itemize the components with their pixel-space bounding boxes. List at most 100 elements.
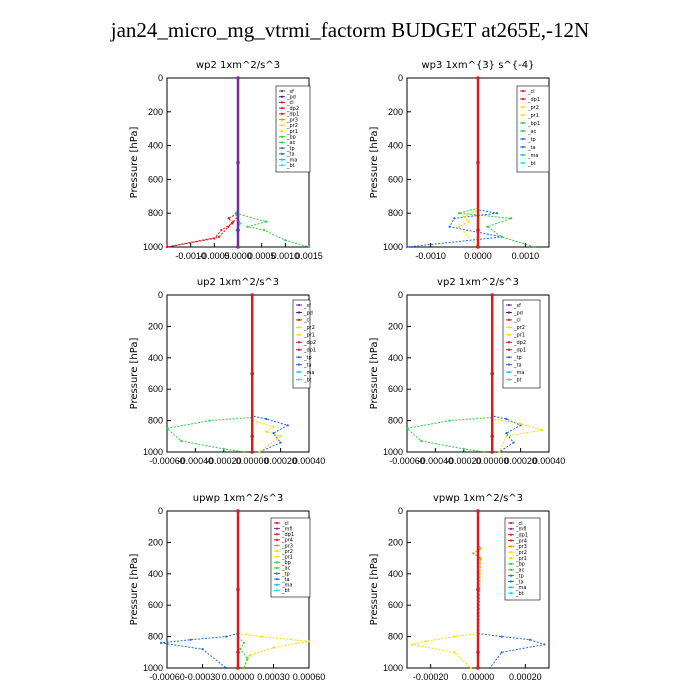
legend-entry: _bt: [286, 163, 295, 169]
series-line-pr2: [251, 295, 282, 453]
legend-marker: [275, 538, 279, 541]
legend-entry: _pr2: [303, 325, 315, 331]
legend-entry: _bt: [527, 161, 536, 167]
legend-marker: [507, 356, 511, 359]
y-tick-label: 600: [388, 174, 403, 184]
legend-marker: [275, 544, 279, 547]
data-point: [519, 424, 522, 427]
data-point: [476, 228, 480, 232]
x-tick-label: 0.00030: [257, 672, 290, 682]
data-point: [490, 450, 495, 454]
data-point: [453, 635, 456, 638]
series-line-ac: [165, 295, 253, 453]
legend: _sf_pd _cl_pr2 _pr1_dp2 _dp1_tp_ta _ma_bt: [292, 299, 316, 389]
legend-marker: [280, 124, 284, 127]
series-line-tp: [161, 511, 239, 669]
legend-entry: _pr4: [515, 538, 527, 544]
legend-entry: _mfl: [515, 527, 527, 533]
legend-marker: [275, 583, 279, 586]
figure-title: jan24_micro_mg_vtrmi_factorm BUDGET at26…: [110, 18, 590, 42]
x-tick-label: -0.00060: [149, 456, 185, 466]
legend: _cl _dp1 _pr2 _pr1 _bp1 _ac _tp _ta _ma _bt: [516, 85, 550, 173]
legend-marker: [275, 533, 279, 536]
data-point: [505, 432, 508, 435]
data-point: [236, 76, 240, 80]
legend-marker: [280, 89, 284, 93]
legend-box: [516, 85, 550, 173]
panel-4: vp2 1xm^2/s^3 Pressure [hPa] 0 200 400 600 800…: [369, 277, 565, 466]
legend-entry: _bp: [281, 560, 291, 566]
legend-entry: _ma: [286, 157, 297, 163]
legend-marker: [297, 348, 301, 351]
y-tick-label: 200: [148, 321, 163, 331]
legend-entry: _pr1: [513, 333, 525, 339]
data-point: [528, 638, 532, 641]
data-point: [410, 643, 413, 646]
data-point: [476, 650, 480, 655]
data-point: [448, 225, 451, 228]
legend-marker: [297, 370, 301, 374]
legend-entry: _sf: [513, 303, 521, 309]
data-point: [265, 430, 268, 433]
legend-entry: _tp: [513, 355, 522, 361]
y-tick-label: 1000: [383, 242, 403, 252]
legend-entry: _pr2: [513, 325, 525, 331]
legend-marker: [280, 135, 284, 138]
y-tick-label: 600: [148, 384, 163, 394]
legend-marker: [509, 568, 513, 571]
legend-entry: _ac: [286, 140, 296, 146]
panel-title: wp2 1xm^2/s^3: [196, 60, 280, 71]
legend-entry: _pr2: [286, 123, 298, 129]
x-tick-label: 0.00000: [462, 672, 495, 682]
data-point: [540, 428, 544, 432]
data-point: [242, 666, 246, 670]
y-tick-label: 0: [398, 73, 403, 83]
panel-title: wp3 1xm^{3} s^{-4}: [421, 60, 534, 71]
data-point: [519, 422, 522, 425]
legend-marker: [509, 545, 513, 548]
data-point: [279, 435, 282, 438]
x-tick-label: -0.00030: [185, 672, 221, 682]
legend-entry: _ma: [515, 585, 526, 591]
data-point: [495, 212, 499, 215]
legend-marker: [297, 333, 301, 336]
data-point: [272, 432, 275, 435]
legend-entry: _pr3: [281, 543, 293, 549]
legend-entry: _tp: [527, 137, 536, 143]
y-tick-label: 800: [388, 632, 403, 642]
legend-entry: _cl: [513, 318, 521, 324]
data-point: [462, 215, 465, 218]
y-tick-label: 1000: [143, 242, 163, 252]
series-line-ac: [405, 295, 493, 453]
panel-5: upwp 1xm^2/s^3 Pressure [hPa] 0 200 400 600 80…: [129, 493, 325, 682]
legend-entry: _dp1: [513, 348, 526, 354]
data-point: [242, 641, 246, 644]
x-tick-label: 0.00000: [222, 672, 255, 682]
data-point: [258, 450, 261, 454]
y-tick-label: 0: [158, 290, 163, 300]
data-point: [479, 557, 482, 560]
x-tick-label: 0.00020: [509, 672, 542, 682]
panel-title: vpwp 1xm^2/s^3: [433, 493, 523, 504]
plot-frame: [406, 294, 550, 453]
legend-marker: [507, 378, 511, 381]
legend-entry: _bp1: [527, 121, 540, 127]
legend-marker: [509, 574, 513, 577]
legend-marker: [275, 527, 279, 530]
x-tick-label: -0.00060: [149, 672, 185, 682]
data-point: [479, 547, 482, 550]
data-point: [476, 160, 480, 165]
legend-marker: [509, 533, 513, 536]
data-point: [236, 666, 240, 670]
data-point: [236, 587, 240, 592]
data-point: [486, 225, 489, 228]
x-tick-label: 0.00000: [476, 456, 509, 466]
y-axis-label: Pressure [hPa]: [369, 554, 380, 626]
data-point: [272, 646, 275, 649]
legend-marker: [507, 333, 511, 336]
data-point: [265, 417, 268, 421]
data-point: [490, 293, 495, 297]
data-point: [246, 225, 249, 228]
legend-marker: [521, 89, 525, 93]
